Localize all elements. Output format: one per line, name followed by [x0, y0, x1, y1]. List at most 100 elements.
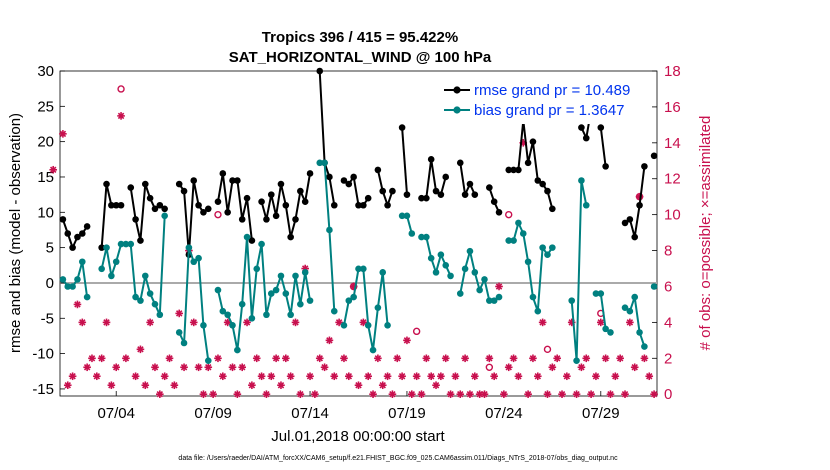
bias-point: [621, 304, 629, 311]
rmse-point: [510, 166, 517, 174]
obs-assimilated-marker: [466, 390, 474, 399]
obs-assimilated-marker: [49, 165, 58, 174]
obs-assimilated-marker: [252, 354, 261, 363]
obs-assimilated-marker: [441, 354, 450, 363]
rmse-point: [490, 198, 498, 206]
bias-point: [345, 297, 353, 304]
y-tick-label: -5: [41, 310, 54, 327]
obs-assimilated-marker: [596, 318, 605, 327]
obs-assimilated-marker: [388, 390, 397, 399]
obs-assimilated-marker: [325, 336, 334, 345]
bias-point: [219, 307, 227, 315]
obs-assimilated-marker: [393, 354, 402, 363]
obs-assimilated-marker: [451, 372, 460, 381]
rmse-line: [459, 162, 476, 199]
bias-point: [321, 159, 328, 167]
obs-assimilated-marker: [117, 112, 125, 120]
bias-point: [398, 212, 406, 220]
obs-assimilated-marker: [131, 372, 140, 381]
rmse-point: [636, 201, 643, 209]
y2-tick-label: 12: [664, 171, 681, 188]
obs-assimilated-marker: [490, 372, 498, 381]
obs-possible-marker: [505, 210, 513, 219]
bias-point: [127, 240, 135, 248]
obs-assimilated-marker: [616, 354, 624, 363]
bias-point: [544, 251, 551, 258]
bias-point: [204, 357, 212, 364]
legend-bias-label: bias grand pr = 1.3647: [474, 102, 625, 119]
obs-assimilated-marker: [146, 318, 154, 327]
obs-assimilated-marker: [417, 390, 426, 399]
bias-point: [132, 293, 139, 301]
bias-point: [568, 297, 576, 304]
y2-tick-label: 18: [664, 63, 681, 80]
obs-assimilated-marker: [141, 381, 150, 390]
bias-point: [461, 265, 469, 273]
bias-point: [631, 293, 639, 301]
bias-point: [423, 233, 430, 241]
rmse-point: [364, 194, 372, 202]
chart-subtitle: SAT_HORIZONTAL_WIND @ 100 hPa: [229, 49, 492, 66]
legend-rmse-marker: [453, 86, 461, 94]
y-tick-label: 10: [37, 204, 54, 221]
obs-possible-marker: [412, 327, 421, 336]
bias-point: [597, 290, 605, 297]
bias-point: [495, 293, 503, 301]
obs-assimilated-marker: [189, 318, 198, 327]
obs-assimilated-marker: [364, 372, 372, 381]
obs-assimilated-marker: [378, 381, 387, 390]
bias-point: [248, 314, 256, 322]
rmse-line: [318, 70, 336, 206]
obs-assimilated-marker: [238, 363, 247, 372]
x-tick-label: 07/14: [291, 405, 329, 422]
obs-assimilated-marker: [107, 381, 116, 390]
rmse-point: [287, 233, 294, 241]
rmse-point: [74, 233, 81, 241]
bias-point: [287, 311, 294, 319]
rmse-line: [401, 127, 408, 195]
bias-point: [122, 240, 130, 248]
obs-assimilated-marker: [548, 363, 557, 372]
x-tick-label: 07/09: [194, 405, 232, 422]
obs-assimilated-marker: [582, 354, 591, 363]
obs-assimilated-marker: [78, 318, 87, 327]
rmse-point: [423, 194, 430, 202]
obs-assimilated-marker: [88, 354, 96, 363]
obs-assimilated-marker: [340, 354, 348, 363]
bias-point: [78, 258, 86, 266]
bias-point: [350, 293, 357, 301]
obs-assimilated-marker: [456, 390, 465, 399]
rmse-point: [529, 138, 537, 145]
bias-point: [200, 322, 207, 329]
rmse-point: [64, 230, 72, 237]
obs-assimilated-marker: [470, 372, 479, 381]
rmse-point: [597, 124, 605, 131]
rmse-point: [108, 201, 115, 209]
rmse-point: [98, 244, 105, 251]
bias-point: [238, 300, 246, 308]
bias-point: [151, 300, 159, 308]
bias-point: [74, 276, 81, 283]
rmse-point: [224, 209, 231, 216]
legend-box: [438, 76, 646, 124]
rmse-point: [437, 191, 445, 198]
obs-assimilated-marker: [432, 381, 440, 390]
obs-assimilated-marker: [97, 354, 106, 363]
obs-assimilated-marker: [553, 354, 561, 363]
rmse-point: [631, 233, 639, 241]
bias-point: [98, 265, 105, 273]
obs-assimilated-marker: [398, 372, 406, 381]
obs-assimilated-marker: [422, 354, 431, 363]
bias-point: [277, 272, 285, 280]
rmse-point: [69, 244, 76, 251]
rmse-point: [316, 67, 324, 75]
bias-point: [243, 233, 251, 241]
obs-assimilated-marker: [214, 354, 222, 363]
rmse-point: [379, 187, 387, 195]
rmse-point: [161, 205, 168, 213]
rmse-point: [626, 216, 634, 223]
bias-point: [297, 300, 304, 308]
obs-assimilated-marker: [83, 363, 91, 372]
rmse-point: [427, 156, 435, 163]
rmse-point: [175, 180, 183, 188]
